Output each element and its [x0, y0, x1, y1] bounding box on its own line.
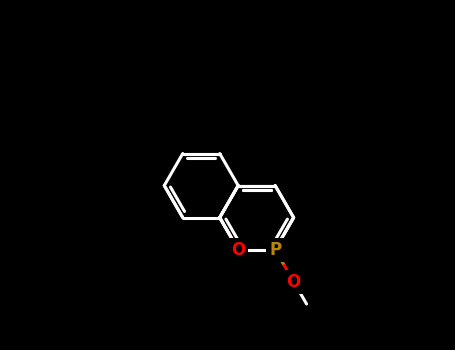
Text: P: P: [269, 240, 281, 259]
Text: O: O: [287, 273, 301, 290]
Text: O: O: [231, 240, 245, 259]
